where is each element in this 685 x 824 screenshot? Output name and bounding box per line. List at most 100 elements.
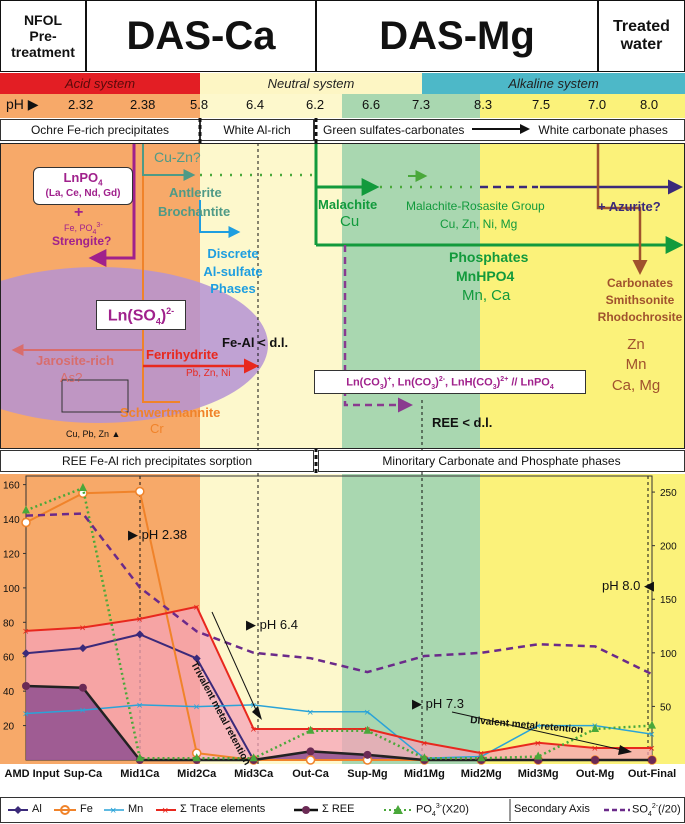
ree-point xyxy=(591,756,600,764)
trivalent-arrowhead xyxy=(252,706,262,720)
x-category-label: Mid3Ca xyxy=(234,768,274,780)
ph-label: pH ▶ xyxy=(6,96,39,113)
ph-value: 2.32 xyxy=(68,97,94,112)
ph-row-acid xyxy=(0,94,200,118)
malachite-label: Malachite xyxy=(318,197,378,213)
ph238-text: pH 2.38 xyxy=(141,527,188,542)
y-tick-label: 80 xyxy=(3,618,15,629)
ph-row-yellow xyxy=(480,94,685,118)
cu-zn-arrow xyxy=(142,143,196,181)
po4-point xyxy=(420,753,429,762)
section2-right-text: Minoritary Carbonate and Phosphate phase… xyxy=(382,454,621,468)
al-point xyxy=(78,644,87,653)
legend-fe-text: Fe xyxy=(80,803,93,815)
y2-tick-label: 100 xyxy=(660,649,677,660)
system-acid-label: Acid system xyxy=(64,76,136,91)
system-alkaline-label: Alkaline system xyxy=(508,76,599,91)
trace-point: × xyxy=(421,738,427,750)
ln-so4-ellipse xyxy=(0,267,268,423)
fe-point xyxy=(21,517,31,528)
y2-tick-label: 50 xyxy=(660,702,672,713)
legend-secondary: Secondary Axis xyxy=(514,803,590,815)
ph64-annotation: ▶ pH 6.4 xyxy=(246,617,298,633)
x-category-label: Out-Ca xyxy=(292,768,329,780)
legend-po4-sup: 3- xyxy=(435,803,443,810)
po4-point xyxy=(78,483,87,492)
ln-co3-b-sup: 2- xyxy=(438,376,446,383)
x-category-label: Out-Mg xyxy=(575,768,615,780)
trace-point: × xyxy=(79,622,85,634)
trace-point: × xyxy=(136,614,142,626)
legend-po4-end: (X20) xyxy=(442,803,469,816)
series-line-so4-20- xyxy=(25,512,653,676)
phase-ochre: Ochre Fe-rich precipitates xyxy=(0,119,200,141)
discrete-label: Discrete Al-sulfate Phases xyxy=(202,245,264,298)
phase-carbonates: Green sulfates-carbonates White carbonat… xyxy=(314,119,685,141)
discrete-line1: Discrete xyxy=(207,246,259,261)
strengite-text: Strengite? xyxy=(52,234,112,248)
triangle-left-icon: ◀ xyxy=(643,578,654,593)
malachite-cu-label: Cu xyxy=(340,213,359,230)
cu-zn-ni-mg-label: Cu, Zn, Ni, Mg xyxy=(440,217,518,232)
fe-al-dl-label: Fe-Al < d.l. xyxy=(222,335,288,351)
ree-point xyxy=(78,683,87,692)
brochantite-label: Brochantite xyxy=(158,204,230,220)
camg-text: Ca, Mg xyxy=(611,376,661,394)
po4-point xyxy=(591,724,600,733)
phosphates-text: Phosphates xyxy=(449,249,529,265)
ln-co3-box: Ln(CO3)+, Ln(CO3)2-, LnH(CO3)2+ // LnPO4 xyxy=(314,370,586,394)
ln-so4-sup: 2- xyxy=(166,306,175,316)
chart-zone-green xyxy=(342,474,480,764)
x-category-label: Sup-Ca xyxy=(63,768,103,780)
legend-ree: Σ REE xyxy=(322,803,354,815)
cu-zn-ni-mg-text: Cu, Zn, Ni, Mg xyxy=(440,217,518,231)
legend-trace-text: Σ Trace elements xyxy=(180,803,266,815)
lnpo4-sub: 4 xyxy=(98,178,103,188)
header-das-ca: DAS-Ca xyxy=(86,0,316,72)
x-category-label: Mid1Mg xyxy=(403,768,445,780)
system-neutral: Neutral system xyxy=(200,73,422,94)
mn-point: × xyxy=(23,709,29,721)
section2-left-text: REE Fe-Al rich precipitates sorption xyxy=(61,454,253,468)
po4-point xyxy=(135,753,144,762)
schwertmannite-label: Schwertmannite xyxy=(120,405,220,421)
trace-point: × xyxy=(649,743,655,755)
ln-co3-d: // LnPO xyxy=(508,376,550,389)
ph-value: 7.3 xyxy=(412,97,431,112)
zn-mn-camg-label: Zn Mn Ca, Mg xyxy=(600,335,672,396)
ph-value: 6.4 xyxy=(246,97,265,112)
al-point xyxy=(192,654,201,663)
discrete-line2: Al-sulfate xyxy=(203,263,263,279)
legend-al: Al xyxy=(32,803,42,815)
malachite-text: Malachite xyxy=(318,197,378,212)
mn-point: × xyxy=(250,700,256,712)
malachite-cu-text: Cu xyxy=(340,213,360,230)
legend-so4-sup: 2- xyxy=(651,803,659,810)
cr-text: Cr xyxy=(150,421,164,436)
fe-po-sub: 4 xyxy=(92,228,97,236)
x-category-label: Sup-Mg xyxy=(347,768,388,780)
mn-point: × xyxy=(535,721,541,733)
divalent-arrowhead xyxy=(618,745,632,755)
ree-point xyxy=(363,750,372,759)
mn-point: × xyxy=(193,702,199,714)
header-nfol: NFOL Pre- treatment xyxy=(0,0,86,72)
ph-value: 7.0 xyxy=(588,97,607,112)
lnpo4-title: LnPO4 xyxy=(34,170,132,188)
ree-dl-text: REE < d.l. xyxy=(432,415,493,430)
ph-value: 8.3 xyxy=(474,97,493,112)
carbonates-arrow xyxy=(596,143,648,275)
legend-so4-end: (/20) xyxy=(658,803,681,816)
triangle-right-icon: ▶ xyxy=(128,527,138,542)
header-treated: Treated water xyxy=(598,0,685,72)
plus-text: + xyxy=(74,204,84,221)
antlerite-label: Antlerite xyxy=(169,185,222,201)
system-alkaline: Alkaline system xyxy=(422,73,685,94)
ln-so4-text: Ln(SO4)2- xyxy=(97,306,185,327)
fe-po-label: Fe, PO43- xyxy=(64,222,103,237)
al-point xyxy=(135,630,144,639)
x-category-label: AMD Input xyxy=(4,768,60,780)
mnhpo4-label: MnHPO4 xyxy=(456,268,514,284)
ferrihydrite-text: Ferrihydrite xyxy=(146,347,219,362)
